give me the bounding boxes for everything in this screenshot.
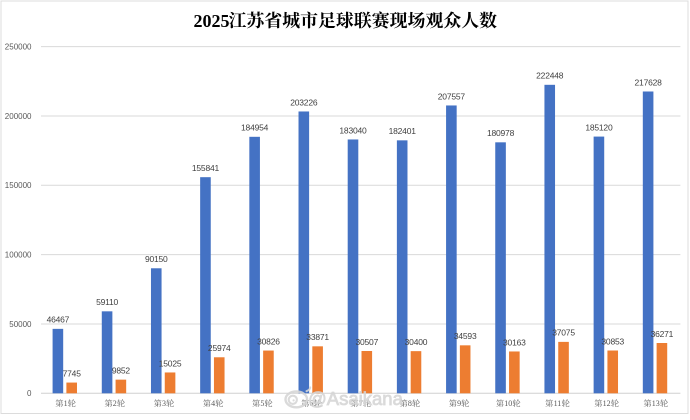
svg-text:250000: 250000 — [5, 43, 32, 52]
svg-text:222448: 222448 — [536, 71, 564, 81]
svg-text:46467: 46467 — [47, 315, 70, 325]
svg-text:183040: 183040 — [339, 125, 367, 135]
svg-text:@Asaikana: @Asaikana — [308, 388, 404, 409]
svg-text:30853: 30853 — [601, 336, 624, 346]
svg-text:200000: 200000 — [5, 112, 32, 121]
svg-text:100000: 100000 — [5, 251, 32, 260]
svg-text:37075: 37075 — [552, 328, 575, 338]
svg-text:30826: 30826 — [257, 336, 280, 346]
svg-text:15025: 15025 — [159, 358, 182, 368]
svg-text:182401: 182401 — [389, 126, 417, 136]
svg-text:7: 7 — [359, 399, 363, 408]
svg-text:10: 10 — [504, 399, 512, 408]
svg-text:4: 4 — [211, 399, 215, 408]
svg-text:9: 9 — [457, 399, 461, 408]
svg-text:0: 0 — [27, 389, 32, 398]
svg-text:6: 6 — [310, 399, 314, 408]
svg-text:59110: 59110 — [96, 297, 118, 307]
svg-text:50000: 50000 — [9, 320, 32, 329]
svg-text:5: 5 — [260, 399, 264, 408]
svg-text:9852: 9852 — [112, 365, 131, 375]
svg-text:30507: 30507 — [355, 337, 378, 347]
svg-text:34593: 34593 — [454, 331, 477, 341]
svg-text:25974: 25974 — [208, 343, 231, 353]
svg-text:33871: 33871 — [306, 332, 329, 342]
svg-text:185120: 185120 — [585, 122, 613, 132]
svg-text:30163: 30163 — [503, 337, 526, 347]
svg-text:8: 8 — [408, 399, 412, 408]
svg-text:207557: 207557 — [438, 91, 466, 101]
svg-text:184954: 184954 — [241, 123, 269, 133]
svg-text:11: 11 — [554, 399, 562, 408]
svg-text:1: 1 — [64, 399, 68, 408]
svg-text:2: 2 — [113, 399, 117, 408]
svg-text:30400: 30400 — [405, 337, 428, 347]
svg-text:7745: 7745 — [63, 368, 82, 378]
svg-text:3: 3 — [162, 399, 166, 408]
svg-text:36271: 36271 — [651, 329, 674, 339]
svg-text:155841: 155841 — [192, 163, 220, 173]
svg-text:150000: 150000 — [5, 181, 32, 190]
svg-text:217628: 217628 — [635, 77, 663, 87]
svg-text:180978: 180978 — [487, 128, 515, 138]
svg-text:13: 13 — [652, 399, 660, 408]
svg-text:203226: 203226 — [290, 97, 318, 107]
svg-text:12: 12 — [603, 399, 611, 408]
svg-text:2025: 2025 — [194, 11, 230, 31]
svg-text:90150: 90150 — [145, 254, 168, 264]
